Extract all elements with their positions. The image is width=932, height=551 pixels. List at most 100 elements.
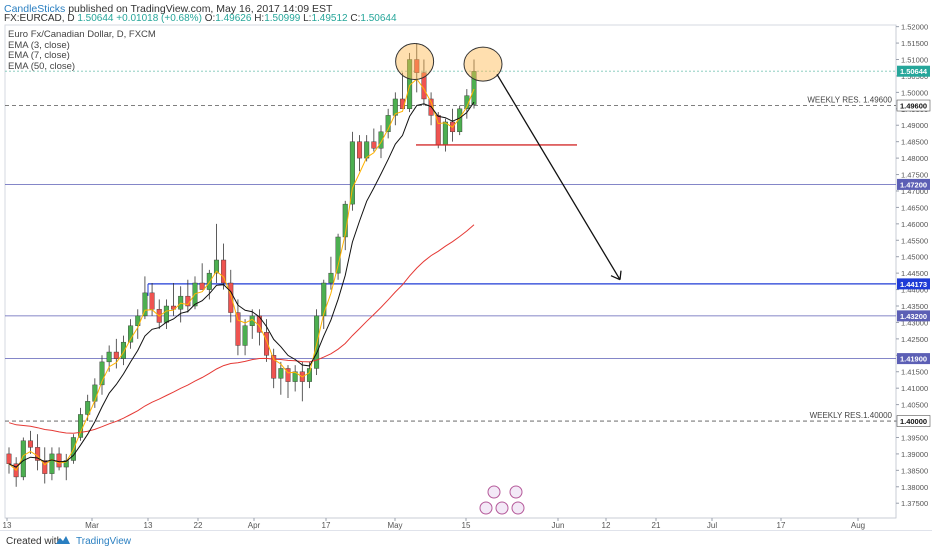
- ema7-line: [8, 101, 475, 468]
- y-tick-label: 1.39000: [901, 450, 928, 459]
- candle: [471, 59, 477, 109]
- price-label: 1.44173: [897, 278, 930, 290]
- top-circle-1: [395, 43, 435, 81]
- y-tick-label: 1.50000: [901, 88, 928, 97]
- x-tick-label: 21: [652, 521, 661, 530]
- candle-body: [27, 440, 33, 448]
- price-label-box: [897, 278, 930, 290]
- header: CandleSticks published on TradingView.co…: [0, 0, 932, 24]
- y-tick-label: 1.42500: [901, 335, 928, 344]
- low-value: 1.49512: [311, 13, 348, 24]
- candle: [128, 319, 134, 349]
- ema50-line: [8, 224, 475, 434]
- close-label: C:: [350, 13, 361, 24]
- candle-body: [221, 259, 227, 284]
- legend-ema7[interactable]: EMA (7, close): [8, 50, 70, 61]
- candle-body: [120, 341, 126, 359]
- y-tick-label: 1.52000: [901, 23, 928, 32]
- y-tick-label: 1.43000: [901, 318, 928, 327]
- y-tick-label: 1.41000: [901, 384, 928, 393]
- x-tick-label: May: [387, 521, 402, 530]
- candle: [27, 430, 33, 454]
- candle: [6, 447, 12, 474]
- y-tick-label: 1.43500: [901, 302, 928, 311]
- candle: [271, 348, 277, 389]
- candle-body: [442, 121, 448, 146]
- candle-body: [271, 355, 277, 379]
- price-label-box: [896, 99, 931, 112]
- candle-body: [471, 71, 477, 105]
- y-tick-label: 1.48500: [901, 138, 928, 147]
- price-label: 1.41900: [897, 353, 930, 365]
- candle: [56, 447, 62, 471]
- y-tick-label: 1.51500: [901, 39, 928, 48]
- candle-body: [213, 259, 219, 274]
- candle: [371, 128, 377, 152]
- candle-body: [378, 131, 384, 149]
- price-label: 1.49600: [896, 99, 931, 112]
- legend-title: Euro Fx/Canadian Dollar, D, FXCM: [8, 29, 156, 40]
- candle-body: [99, 361, 105, 386]
- author-link[interactable]: CandleSticks: [4, 3, 66, 15]
- high-value: 1.50999: [264, 13, 301, 24]
- last-price: 1.50644: [77, 13, 114, 24]
- y-tick-label: 1.41500: [901, 368, 928, 377]
- x-tick-label: 17: [322, 521, 331, 530]
- y-tick-label: 1.39500: [901, 433, 928, 442]
- y-tick-label: 1.49000: [901, 121, 928, 130]
- level-lines: WEEKLY RES. 1.49600 WEEKLY RES.1.40000: [5, 70, 896, 422]
- candle: [99, 355, 105, 395]
- y-tick-label: 1.37500: [901, 499, 928, 508]
- price-label-box: [897, 178, 930, 190]
- price-label-box: [897, 353, 930, 365]
- candle: [357, 135, 363, 172]
- plot-area: [4, 24, 897, 519]
- candle: [349, 131, 355, 211]
- price-label: 1.40000: [896, 415, 931, 427]
- x-tick-label: 13: [3, 521, 12, 530]
- candle-body: [163, 305, 169, 323]
- y-tick-label: 1.46000: [901, 220, 928, 229]
- x-tick-label: Jul: [707, 521, 717, 530]
- candle: [414, 43, 420, 93]
- event-marker-icon: [479, 501, 493, 515]
- candle-body: [20, 440, 26, 478]
- candle-body: [357, 141, 363, 159]
- tradingview-link[interactable]: TradingView: [76, 536, 132, 547]
- candle: [221, 243, 227, 290]
- price-label-text: 1.47200: [900, 180, 927, 189]
- price-label-text: 1.49600: [900, 102, 927, 111]
- y-tick-label: 1.45000: [901, 253, 928, 262]
- legend-ema50[interactable]: EMA (50, close): [8, 60, 76, 72]
- candle: [328, 256, 334, 290]
- candle: [285, 365, 291, 399]
- candle-body: [292, 371, 298, 382]
- candle-body: [321, 282, 327, 317]
- price-label-text: 1.44173: [900, 280, 927, 289]
- candle: [392, 92, 398, 126]
- drawings: [395, 43, 622, 281]
- candle: [242, 319, 248, 356]
- x-tick-label: Mar: [85, 521, 99, 530]
- x-tick-label: Apr: [248, 521, 261, 530]
- tradingview-logo-icon: [56, 536, 70, 544]
- price-label-text: 1.40000: [900, 417, 927, 426]
- candle-body: [328, 272, 334, 284]
- candle: [235, 299, 241, 356]
- price-chart[interactable]: 1.37500 1.38000 1.38500 1.39000 1.39500 1.400…: [0, 0, 932, 530]
- candle-body: [349, 141, 355, 205]
- candle-body: [392, 98, 398, 116]
- x-tick-label: 17: [777, 521, 786, 530]
- y-axis: 1.37500 1.38000 1.38500 1.39000 1.39500 1.400…: [896, 23, 928, 508]
- candles: [6, 43, 477, 487]
- candle: [199, 263, 205, 290]
- price-label-text: 1.41900: [900, 355, 927, 364]
- x-tick-label: Aug: [851, 521, 865, 530]
- candle-body: [199, 282, 205, 290]
- x-axis: 13 Mar 13 22 Apr 17 May 15 Jun 12 21 Jul 17 Aug: [3, 517, 896, 530]
- legend-ema3[interactable]: EMA (3, close): [8, 39, 70, 51]
- candle-body: [364, 141, 370, 159]
- candle-body: [278, 368, 284, 379]
- event-marker-icon: [487, 485, 501, 499]
- y-tick-label: 1.46500: [901, 203, 928, 212]
